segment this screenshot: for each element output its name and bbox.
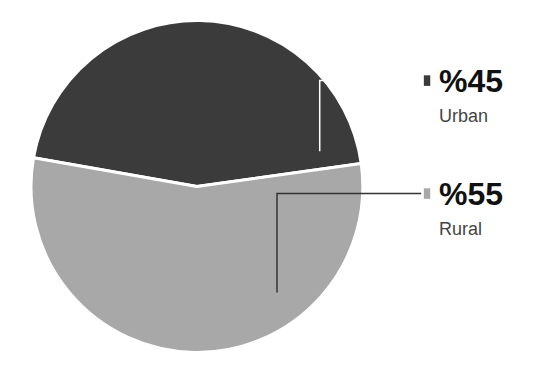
svg-text:Rural: Rural bbox=[439, 219, 482, 239]
svg-text:%55: %55 bbox=[439, 176, 503, 212]
svg-text:Urban: Urban bbox=[439, 106, 488, 126]
svg-text:%45: %45 bbox=[439, 63, 503, 99]
